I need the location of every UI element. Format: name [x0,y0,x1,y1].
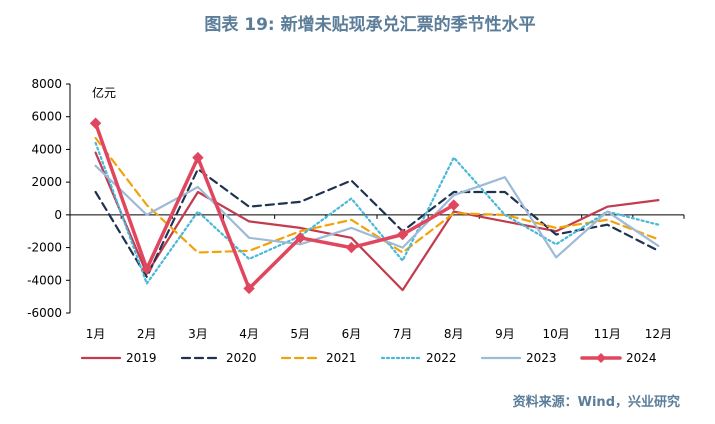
y-tick-label: -6000 [27,306,62,320]
data-point-2024 [89,117,102,129]
y-tick-label: -4000 [27,273,62,287]
data-point-2024 [192,151,204,164]
series-line-2021 [94,136,660,254]
x-tick-label: 2月 [137,327,157,341]
x-tick-label: 5月 [290,327,310,341]
y-tick-label: 8000 [31,77,62,91]
legend-label-2021: 2021 [326,351,357,365]
x-tick-label: 10月 [542,327,569,341]
y-tick-label: 0 [54,208,62,222]
data-point-2024 [345,241,358,254]
legend-label-2023: 2023 [526,351,557,365]
data-point-2024 [294,232,306,244]
x-tick-label: 4月 [239,327,259,341]
y-axis-unit: 亿元 [92,85,116,100]
series-group [89,117,660,295]
series-line-2023 [94,164,660,259]
x-tick-label: 11月 [594,327,621,341]
source-note: 资料来源：Wind，兴业研究 [513,394,680,410]
series-line-2022 [94,141,660,285]
legend-label-2022: 2022 [426,351,457,365]
y-tick-label: 2000 [31,175,62,189]
legend-label-2024: 2024 [626,351,657,365]
x-tick-label: 7月 [393,327,413,341]
data-point-2024 [396,228,409,241]
x-tick-label: 6月 [342,327,362,341]
x-tick-label: 8月 [444,327,464,341]
series-line-2020 [94,168,660,279]
x-tick-label: 1月 [86,327,106,341]
axes: 8000 6000 4000 2000 0 -2000 -4000 -6000 1月 2月 3月 4月… [27,77,685,341]
data-point-2024 [243,282,255,295]
series-line-2024 [93,121,456,291]
x-tick-label: 12月 [645,327,672,341]
y-tick-label: -2000 [27,241,62,255]
data-point-2024 [448,199,460,211]
legend-label-2019: 2019 [126,351,157,365]
x-tick-label: 3月 [188,327,208,341]
y-tick-label: 4000 [31,142,62,156]
legend-marker-2024 [596,353,606,363]
data-point-2024 [141,263,153,275]
series-line-2019 [94,151,660,292]
chart-title: 图表 19: 新增未贴现承兑汇票的季节性水平 [204,14,535,35]
x-tick-label: 9月 [495,327,515,341]
legend-label-2020: 2020 [226,351,257,365]
legend: 2019 2020 2021 2022 2023 2024 [80,351,657,365]
y-tick-label: 6000 [31,110,62,124]
